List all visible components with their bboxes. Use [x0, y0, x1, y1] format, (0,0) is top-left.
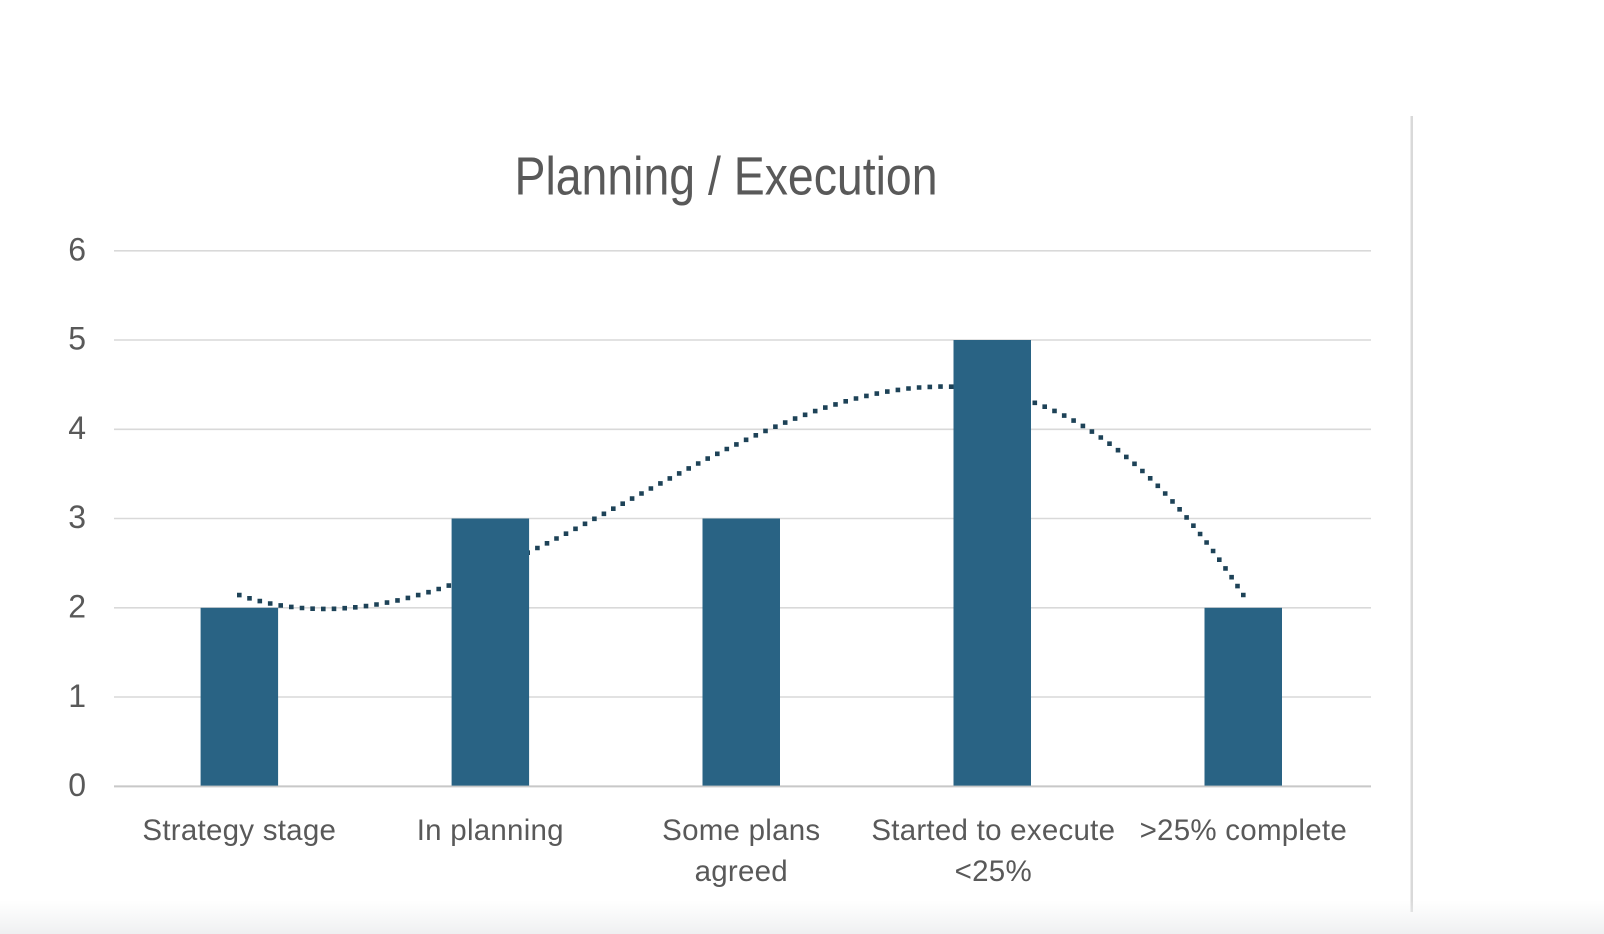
svg-text:0: 0 [68, 767, 86, 803]
svg-text:Strategy stage: Strategy stage [142, 814, 336, 847]
svg-text:Started to execute: Started to execute [871, 814, 1115, 847]
svg-text:3: 3 [68, 499, 86, 535]
svg-text:5: 5 [68, 321, 86, 357]
svg-text:In planning: In planning [417, 814, 564, 847]
svg-text:6: 6 [68, 232, 86, 268]
svg-text:2: 2 [68, 589, 86, 625]
svg-text:4: 4 [68, 410, 86, 446]
svg-text:Planning / Execution: Planning / Execution [515, 147, 938, 207]
svg-text:>25% complete: >25% complete [1140, 814, 1347, 847]
svg-text:<25%: <25% [955, 855, 1032, 888]
svg-text:Some plans: Some plans [662, 814, 820, 847]
svg-text:1: 1 [68, 678, 86, 714]
svg-text:agreed: agreed [695, 855, 788, 888]
